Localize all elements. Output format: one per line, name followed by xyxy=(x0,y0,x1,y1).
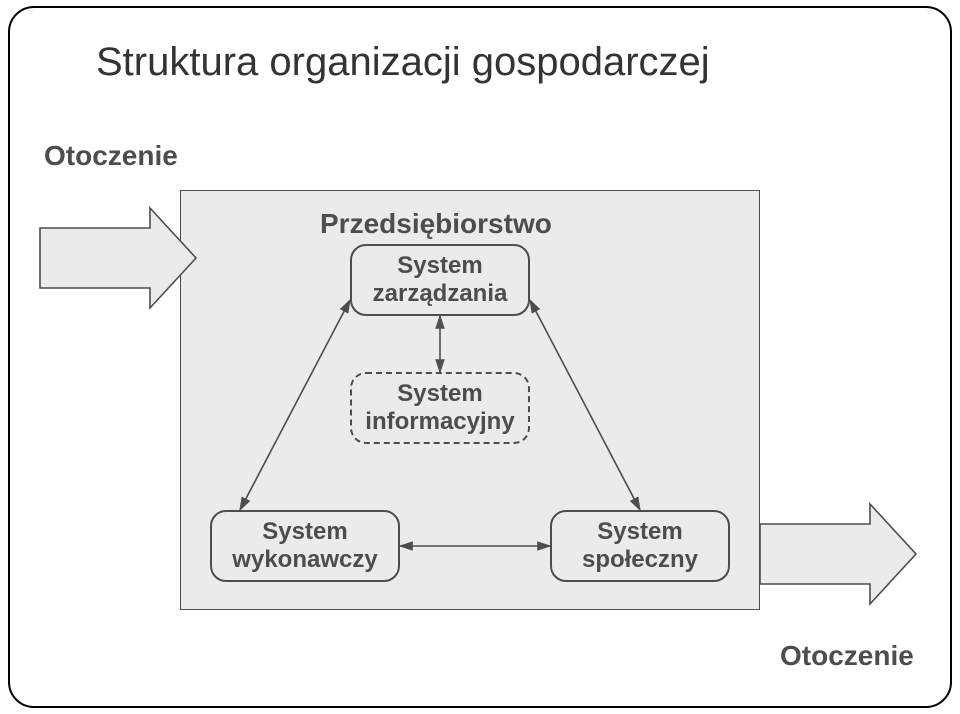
label-wejscie: Wejście xyxy=(62,248,166,280)
node-system-zarzadzania: Systemzarządzania xyxy=(350,244,530,316)
node-label: Systemspołeczny xyxy=(582,518,698,573)
label-wyjscie: Wyjście xyxy=(790,540,894,572)
node-label: Systeminformacyjny xyxy=(365,380,514,435)
node-system-wykonawczy: Systemwykonawczy xyxy=(210,510,400,582)
label-otoczenie-bottom: Otoczenie xyxy=(780,640,914,672)
node-label: Systemwykonawczy xyxy=(232,518,377,573)
label-przedsiebiorstwo: Przedsiębiorstwo xyxy=(320,208,552,240)
node-system-informacyjny: Systeminformacyjny xyxy=(350,372,530,444)
label-otoczenie-top: Otoczenie xyxy=(44,140,178,172)
node-label: Systemzarządzania xyxy=(373,252,508,307)
node-system-spoleczny: Systemspołeczny xyxy=(550,510,730,582)
diagram-stage: Struktura organizacji gospodarczej Otocz… xyxy=(0,0,960,714)
diagram-title: Struktura organizacji gospodarczej xyxy=(96,40,710,85)
